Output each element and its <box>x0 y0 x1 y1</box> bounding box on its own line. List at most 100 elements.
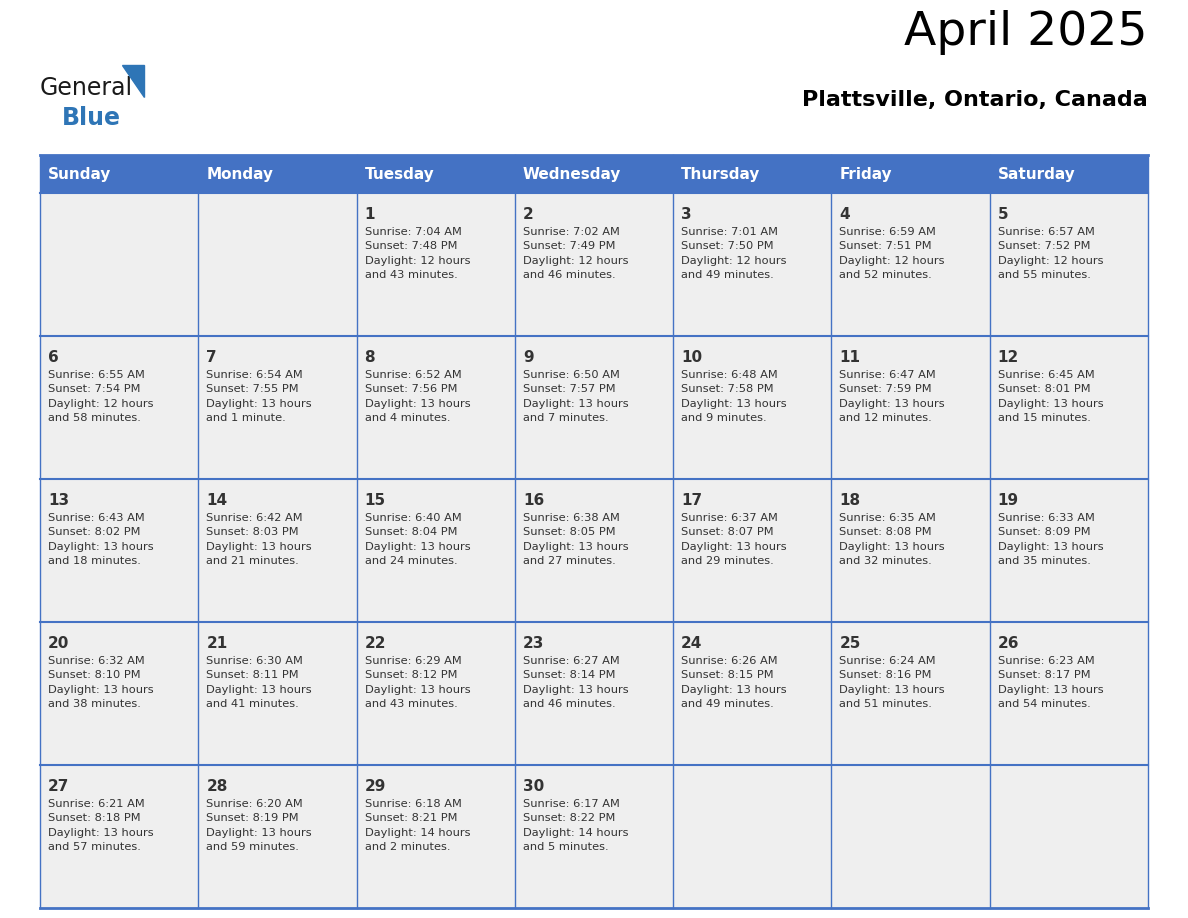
Bar <box>40 765 198 908</box>
Bar <box>990 765 1148 908</box>
Text: Sunrise: 6:37 AM
Sunset: 8:07 PM
Daylight: 13 hours
and 29 minutes.: Sunrise: 6:37 AM Sunset: 8:07 PM Dayligh… <box>681 513 786 566</box>
Text: 5: 5 <box>998 207 1009 222</box>
Polygon shape <box>122 65 144 97</box>
Text: Wednesday: Wednesday <box>523 166 621 182</box>
Text: 9: 9 <box>523 350 533 365</box>
Bar <box>40 155 198 193</box>
Text: Sunrise: 6:27 AM
Sunset: 8:14 PM
Daylight: 13 hours
and 46 minutes.: Sunrise: 6:27 AM Sunset: 8:14 PM Dayligh… <box>523 656 628 710</box>
Text: Sunrise: 6:43 AM
Sunset: 8:02 PM
Daylight: 13 hours
and 18 minutes.: Sunrise: 6:43 AM Sunset: 8:02 PM Dayligh… <box>48 513 153 566</box>
Bar <box>40 193 198 336</box>
Text: Sunrise: 7:02 AM
Sunset: 7:49 PM
Daylight: 12 hours
and 46 minutes.: Sunrise: 7:02 AM Sunset: 7:49 PM Dayligh… <box>523 227 628 280</box>
Bar <box>356 622 514 765</box>
Text: Sunrise: 6:55 AM
Sunset: 7:54 PM
Daylight: 12 hours
and 58 minutes.: Sunrise: 6:55 AM Sunset: 7:54 PM Dayligh… <box>48 370 153 423</box>
Bar <box>674 622 832 765</box>
Bar <box>514 479 674 622</box>
Bar <box>674 479 832 622</box>
Text: Sunrise: 7:01 AM
Sunset: 7:50 PM
Daylight: 12 hours
and 49 minutes.: Sunrise: 7:01 AM Sunset: 7:50 PM Dayligh… <box>681 227 786 280</box>
Bar <box>990 193 1148 336</box>
Text: Sunrise: 6:30 AM
Sunset: 8:11 PM
Daylight: 13 hours
and 41 minutes.: Sunrise: 6:30 AM Sunset: 8:11 PM Dayligh… <box>207 656 312 710</box>
Text: Sunrise: 7:04 AM
Sunset: 7:48 PM
Daylight: 12 hours
and 43 minutes.: Sunrise: 7:04 AM Sunset: 7:48 PM Dayligh… <box>365 227 470 280</box>
Bar <box>832 479 990 622</box>
Bar <box>832 765 990 908</box>
Bar <box>198 155 356 193</box>
Text: 8: 8 <box>365 350 375 365</box>
Text: Sunrise: 6:57 AM
Sunset: 7:52 PM
Daylight: 12 hours
and 55 minutes.: Sunrise: 6:57 AM Sunset: 7:52 PM Dayligh… <box>998 227 1104 280</box>
Bar <box>356 765 514 908</box>
Text: 1: 1 <box>365 207 375 222</box>
Text: 4: 4 <box>840 207 851 222</box>
Bar <box>514 155 674 193</box>
Text: 16: 16 <box>523 493 544 508</box>
Text: Sunrise: 6:47 AM
Sunset: 7:59 PM
Daylight: 13 hours
and 12 minutes.: Sunrise: 6:47 AM Sunset: 7:59 PM Dayligh… <box>840 370 944 423</box>
Text: 20: 20 <box>48 636 69 651</box>
Bar <box>514 193 674 336</box>
Text: 30: 30 <box>523 779 544 794</box>
Text: 12: 12 <box>998 350 1019 365</box>
Bar <box>356 193 514 336</box>
Text: Sunrise: 6:17 AM
Sunset: 8:22 PM
Daylight: 14 hours
and 5 minutes.: Sunrise: 6:17 AM Sunset: 8:22 PM Dayligh… <box>523 799 628 852</box>
Text: Sunrise: 6:26 AM
Sunset: 8:15 PM
Daylight: 13 hours
and 49 minutes.: Sunrise: 6:26 AM Sunset: 8:15 PM Dayligh… <box>681 656 786 710</box>
Text: Sunrise: 6:20 AM
Sunset: 8:19 PM
Daylight: 13 hours
and 59 minutes.: Sunrise: 6:20 AM Sunset: 8:19 PM Dayligh… <box>207 799 312 852</box>
Text: Sunrise: 6:24 AM
Sunset: 8:16 PM
Daylight: 13 hours
and 51 minutes.: Sunrise: 6:24 AM Sunset: 8:16 PM Dayligh… <box>840 656 944 710</box>
Text: Sunrise: 6:52 AM
Sunset: 7:56 PM
Daylight: 13 hours
and 4 minutes.: Sunrise: 6:52 AM Sunset: 7:56 PM Dayligh… <box>365 370 470 423</box>
Bar <box>832 622 990 765</box>
Text: Plattsville, Ontario, Canada: Plattsville, Ontario, Canada <box>802 90 1148 110</box>
Text: 23: 23 <box>523 636 544 651</box>
Bar <box>40 479 198 622</box>
Bar <box>40 622 198 765</box>
Bar <box>832 193 990 336</box>
Bar <box>990 622 1148 765</box>
Text: Monday: Monday <box>207 166 273 182</box>
Text: 26: 26 <box>998 636 1019 651</box>
Text: Sunrise: 6:45 AM
Sunset: 8:01 PM
Daylight: 13 hours
and 15 minutes.: Sunrise: 6:45 AM Sunset: 8:01 PM Dayligh… <box>998 370 1104 423</box>
Text: Sunrise: 6:59 AM
Sunset: 7:51 PM
Daylight: 12 hours
and 52 minutes.: Sunrise: 6:59 AM Sunset: 7:51 PM Dayligh… <box>840 227 944 280</box>
Bar <box>514 336 674 479</box>
Text: Sunrise: 6:38 AM
Sunset: 8:05 PM
Daylight: 13 hours
and 27 minutes.: Sunrise: 6:38 AM Sunset: 8:05 PM Dayligh… <box>523 513 628 566</box>
Text: Friday: Friday <box>840 166 892 182</box>
Text: Sunrise: 6:32 AM
Sunset: 8:10 PM
Daylight: 13 hours
and 38 minutes.: Sunrise: 6:32 AM Sunset: 8:10 PM Dayligh… <box>48 656 153 710</box>
Bar <box>356 479 514 622</box>
Text: 11: 11 <box>840 350 860 365</box>
Bar <box>514 622 674 765</box>
Bar <box>990 336 1148 479</box>
Text: 13: 13 <box>48 493 69 508</box>
Text: 7: 7 <box>207 350 217 365</box>
Text: Sunrise: 6:48 AM
Sunset: 7:58 PM
Daylight: 13 hours
and 9 minutes.: Sunrise: 6:48 AM Sunset: 7:58 PM Dayligh… <box>681 370 786 423</box>
Text: 3: 3 <box>681 207 691 222</box>
Bar <box>674 336 832 479</box>
Bar <box>198 765 356 908</box>
Text: General: General <box>40 76 133 100</box>
Bar <box>674 193 832 336</box>
Bar <box>198 193 356 336</box>
Text: Sunrise: 6:54 AM
Sunset: 7:55 PM
Daylight: 13 hours
and 1 minute.: Sunrise: 6:54 AM Sunset: 7:55 PM Dayligh… <box>207 370 312 423</box>
Text: Tuesday: Tuesday <box>365 166 435 182</box>
Bar <box>832 155 990 193</box>
Text: 28: 28 <box>207 779 228 794</box>
Bar <box>674 765 832 908</box>
Bar <box>990 155 1148 193</box>
Text: Sunrise: 6:40 AM
Sunset: 8:04 PM
Daylight: 13 hours
and 24 minutes.: Sunrise: 6:40 AM Sunset: 8:04 PM Dayligh… <box>365 513 470 566</box>
Text: 21: 21 <box>207 636 228 651</box>
Bar <box>832 336 990 479</box>
Text: April 2025: April 2025 <box>904 10 1148 55</box>
Text: Sunday: Sunday <box>48 166 112 182</box>
Text: 17: 17 <box>681 493 702 508</box>
Text: Thursday: Thursday <box>681 166 760 182</box>
Text: 24: 24 <box>681 636 702 651</box>
Text: 25: 25 <box>840 636 861 651</box>
Text: 2: 2 <box>523 207 533 222</box>
Bar <box>990 479 1148 622</box>
Text: Sunrise: 6:18 AM
Sunset: 8:21 PM
Daylight: 14 hours
and 2 minutes.: Sunrise: 6:18 AM Sunset: 8:21 PM Dayligh… <box>365 799 470 852</box>
Text: Blue: Blue <box>62 106 121 130</box>
Text: 14: 14 <box>207 493 227 508</box>
Text: 29: 29 <box>365 779 386 794</box>
Text: Sunrise: 6:23 AM
Sunset: 8:17 PM
Daylight: 13 hours
and 54 minutes.: Sunrise: 6:23 AM Sunset: 8:17 PM Dayligh… <box>998 656 1104 710</box>
Text: 15: 15 <box>365 493 386 508</box>
Text: Sunrise: 6:35 AM
Sunset: 8:08 PM
Daylight: 13 hours
and 32 minutes.: Sunrise: 6:35 AM Sunset: 8:08 PM Dayligh… <box>840 513 944 566</box>
Text: Sunrise: 6:21 AM
Sunset: 8:18 PM
Daylight: 13 hours
and 57 minutes.: Sunrise: 6:21 AM Sunset: 8:18 PM Dayligh… <box>48 799 153 852</box>
Text: 27: 27 <box>48 779 69 794</box>
Bar <box>674 155 832 193</box>
Text: Saturday: Saturday <box>998 166 1075 182</box>
Text: 19: 19 <box>998 493 1019 508</box>
Bar <box>356 155 514 193</box>
